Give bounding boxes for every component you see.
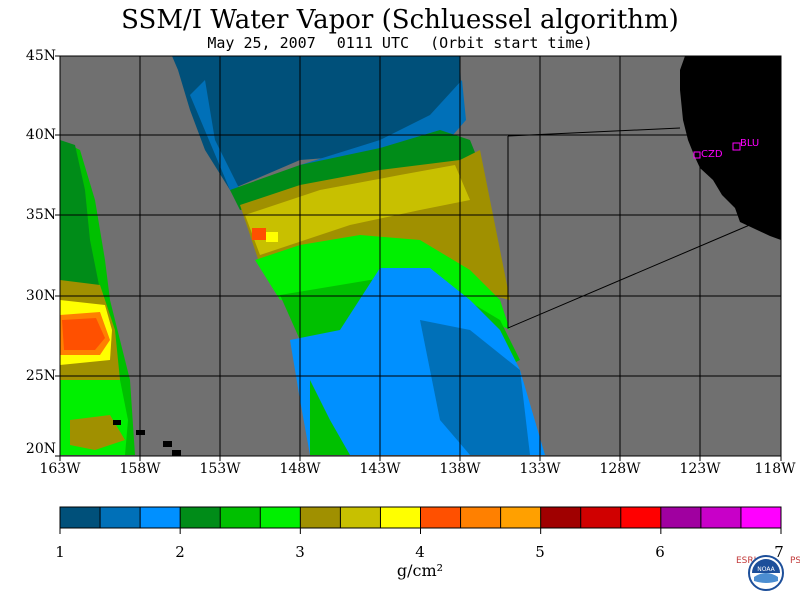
swath-right-dark-blue — [172, 56, 462, 190]
colorbar-swatch — [220, 507, 261, 528]
lon-label: 118W — [754, 461, 796, 477]
lon-label: 163W — [39, 461, 81, 477]
colorbar-swatch — [700, 507, 742, 528]
lat-label: 35N — [25, 207, 56, 223]
colorbar-tick-label: 1 — [55, 543, 65, 561]
map-ticks — [55, 55, 782, 461]
boundary-line — [507, 136, 753, 329]
lon-label: 138W — [439, 461, 481, 477]
island-hawaii — [172, 450, 181, 456]
colorbar-swatch — [380, 507, 421, 528]
lon-label: 143W — [359, 461, 401, 477]
map-frame — [59, 55, 782, 457]
colorbar — [59, 506, 782, 534]
lon-label: 123W — [679, 461, 721, 477]
california-land — [680, 56, 781, 240]
colorbar-swatch — [100, 507, 141, 528]
colorbar-swatch — [260, 507, 301, 528]
swath-left-dark-green — [60, 140, 100, 300]
boundary-line — [507, 127, 681, 137]
colorbar-swatch — [180, 507, 221, 528]
island-kauai — [113, 420, 121, 425]
colorbar-swatch — [420, 507, 462, 528]
noaa-seal-text: NOAA — [757, 566, 775, 573]
colorbar-swatch — [140, 507, 181, 528]
colorbar-swatch — [740, 507, 782, 528]
lon-label: 153W — [199, 461, 241, 477]
psd-logo-text: PSD — [790, 556, 800, 566]
lat-label: 30N — [25, 288, 56, 304]
lat-label: 20N — [25, 441, 56, 457]
station-czd-marker — [693, 151, 701, 159]
swath-right-green-south — [310, 380, 350, 455]
colorbar-tick-label: 6 — [655, 543, 665, 561]
colorbar-tick-label: 2 — [175, 543, 185, 561]
swath-left-olive-south — [70, 415, 125, 450]
colorbar-tick-label: 5 — [535, 543, 545, 561]
lon-label: 128W — [599, 461, 641, 477]
map-title: SSM/I Water Vapor (Schluessel algorithm) — [121, 5, 679, 35]
lon-label: 133W — [519, 461, 561, 477]
swath-right-yellowish — [245, 165, 470, 255]
swath-right-red-spot — [252, 228, 266, 240]
colorbar-swatch — [500, 507, 542, 528]
colorbar-tick-label: 7 — [774, 543, 784, 561]
esrl-logo-text: ESRL — [736, 556, 759, 566]
colorbar-swatch — [660, 507, 702, 528]
station-czd-label: CZD — [701, 149, 723, 160]
swath-right-yellow-spot — [266, 232, 278, 242]
lon-label: 158W — [119, 461, 161, 477]
colorbar-swatch — [540, 507, 582, 528]
noaa-seal-icon: NOAA — [748, 555, 784, 591]
swath-right-mid-blue-patch — [420, 320, 530, 455]
lon-label: 148W — [279, 461, 321, 477]
colorbar-swatch — [300, 507, 341, 528]
colorbar-swatch — [620, 507, 662, 528]
map-subtitle: May 25, 2007 0111 UTC (Orbit start time) — [0, 34, 800, 52]
lat-label: 40N — [25, 127, 56, 143]
colorbar-swatch — [60, 507, 101, 528]
subtitle-date: May 25, 2007 — [207, 34, 316, 52]
station-blu-marker — [732, 142, 741, 151]
colorbar-swatch — [580, 507, 622, 528]
colorbar-tick-label: 3 — [295, 543, 305, 561]
station-blu-label: BLU — [740, 138, 759, 149]
subtitle-note: (Orbit start time) — [430, 34, 593, 52]
colorbar-units: g/cm² — [396, 561, 444, 580]
lat-label: 25N — [25, 368, 56, 384]
colorbar-swatch — [340, 507, 381, 528]
colorbar-tick-label: 4 — [415, 543, 425, 561]
island-maui — [163, 441, 172, 447]
colorbar-swatch — [460, 507, 502, 528]
boundary-lines — [507, 127, 753, 329]
subtitle-time: 0111 UTC — [336, 34, 410, 52]
swath-left-red — [62, 318, 105, 350]
stations: CZD BLU — [693, 138, 759, 160]
lat-label: 45N — [25, 48, 56, 64]
map-grid — [60, 56, 781, 456]
